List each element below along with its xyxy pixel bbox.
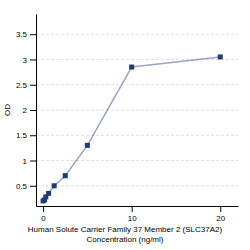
tick: 0.5 — [16, 182, 36, 191]
grid-line — [36, 185, 238, 186]
tick-mark — [132, 206, 133, 212]
tick: 3 — [23, 56, 36, 65]
tick-label: 10 — [128, 214, 137, 223]
tick: 1 — [23, 157, 36, 166]
tick-mark — [30, 110, 36, 111]
tick-label: 0.5 — [16, 182, 28, 191]
grid-line — [36, 84, 238, 85]
tick: 1.5 — [16, 131, 36, 140]
tick-label: 3.5 — [16, 30, 28, 39]
tick-mark — [220, 206, 221, 212]
point — [218, 54, 223, 59]
tick-mark — [30, 59, 36, 60]
tick-label: 2 — [23, 106, 28, 115]
tick-mark — [30, 135, 36, 136]
grid — [36, 34, 238, 186]
grid-line — [36, 34, 238, 35]
grid-line — [36, 110, 238, 111]
tick-mark — [30, 34, 36, 35]
tick: 2 — [23, 106, 36, 115]
tick-mark — [30, 161, 36, 162]
tick-mark — [30, 85, 36, 86]
x-axis: 0 10 20 — [37, 206, 239, 223]
tick-mark — [43, 206, 44, 212]
point — [129, 65, 134, 70]
tick-label: 1.5 — [16, 131, 28, 140]
grid-line — [36, 135, 238, 136]
y-axis: 0.5 1 1.5 2 2.5 3 3.5 — [16, 15, 37, 207]
line — [43, 57, 220, 201]
axis-line — [36, 15, 37, 207]
tick-label: 0 — [41, 214, 46, 223]
tick: 0 — [41, 206, 46, 223]
point — [52, 183, 57, 188]
x-axis-title: Human Solute Carrier Family 37 Member 2 … — [28, 225, 223, 244]
grid-line — [36, 160, 238, 161]
point — [46, 191, 51, 196]
chart: 0 10 20 0.5 1 1.5 2 2.5 3 3.5 Human Solute Carrier… — [0, 0, 250, 250]
point — [85, 143, 90, 148]
tick: 3.5 — [16, 30, 36, 39]
tick-label: 1 — [23, 157, 28, 166]
axis-line — [37, 206, 239, 207]
tick-label: 3 — [23, 56, 28, 65]
tick: 10 — [128, 206, 137, 223]
tick: 2.5 — [16, 81, 36, 90]
tick: 20 — [216, 206, 225, 223]
tick-label: 20 — [216, 214, 225, 223]
tick-label: 2.5 — [16, 81, 28, 90]
y-axis-title: OD — [3, 104, 12, 116]
tick-mark — [30, 186, 36, 187]
plot-area: 0 10 20 0.5 1 1.5 2 2.5 3 3.5 — [16, 15, 239, 223]
series — [41, 54, 223, 203]
point — [63, 173, 68, 178]
